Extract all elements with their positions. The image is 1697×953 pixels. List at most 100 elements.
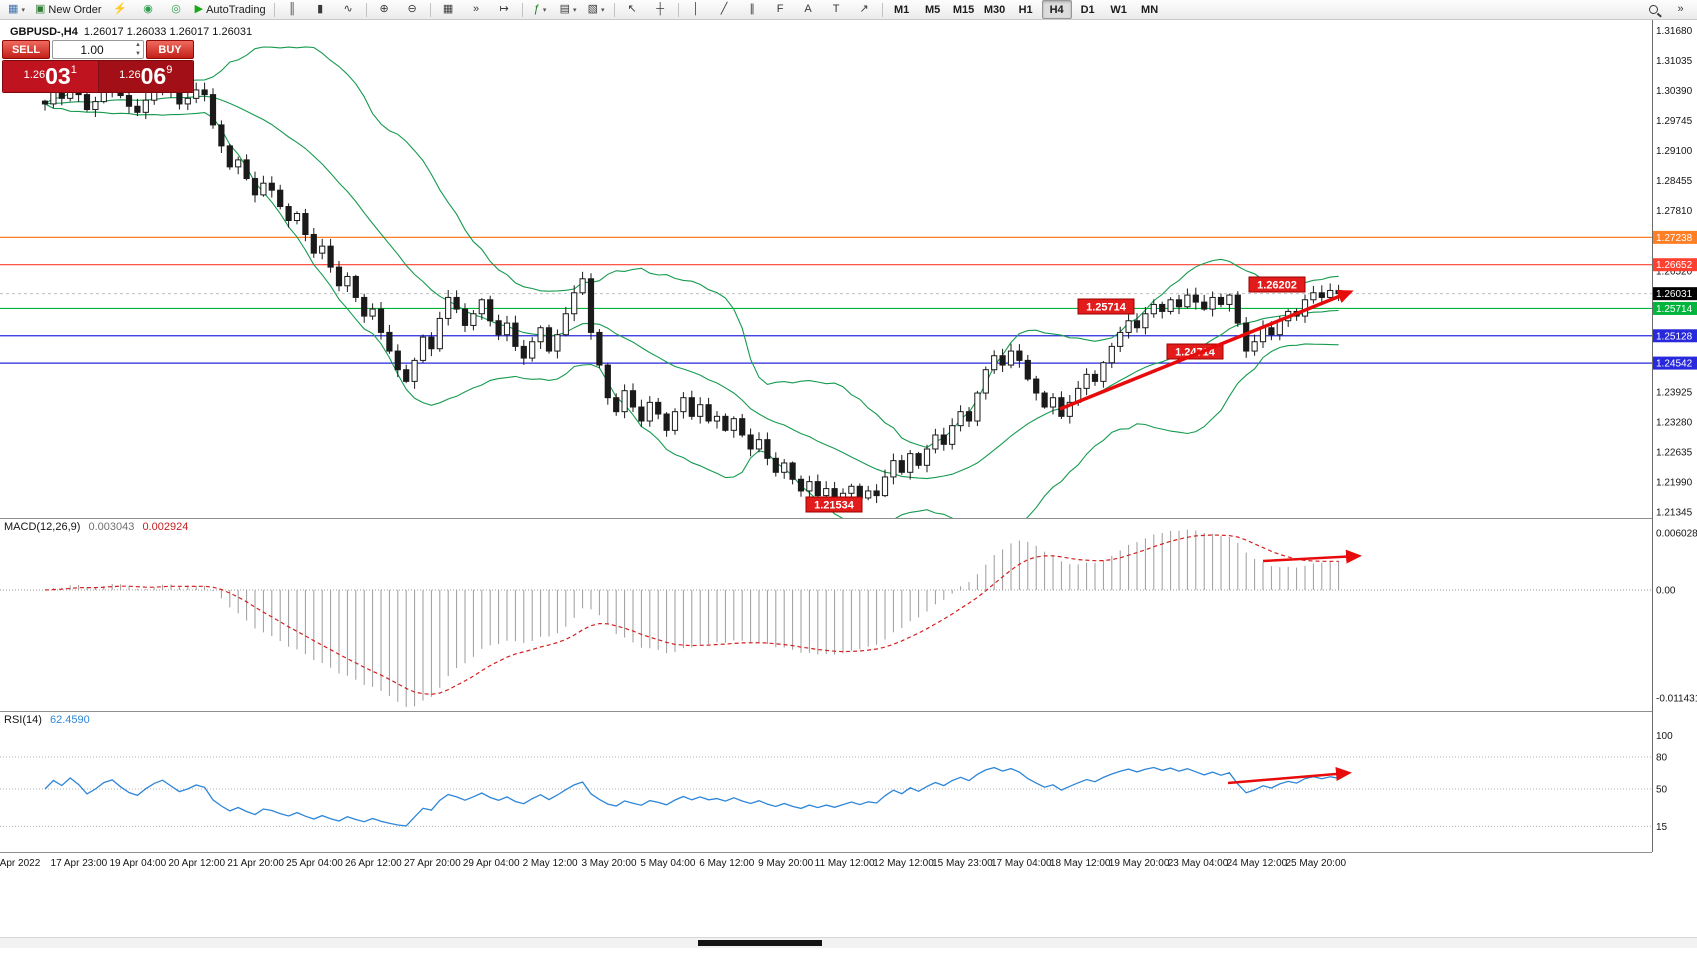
expert-advisors-button[interactable]: ⚡ [107, 0, 134, 19]
zoom-out-icon: ⊖ [407, 3, 417, 15]
equidistant-channel-button[interactable]: ∥ [739, 0, 766, 19]
timeframe-m15-button[interactable]: M15 [949, 0, 979, 19]
toolbar-more-button[interactable]: » [1667, 0, 1694, 19]
text-button[interactable]: A [795, 0, 822, 19]
search-button[interactable] [1640, 0, 1667, 19]
axis-price-tag: 1.27238 [1653, 230, 1697, 244]
navigator-icon: ◎ [171, 3, 181, 15]
axis-price-tag: 1.24542 [1653, 356, 1697, 370]
vertical-line-button[interactable]: │ [683, 0, 710, 19]
rsi-layer [0, 756, 1652, 827]
toolbar-more-icon: » [1677, 3, 1684, 15]
axis-price-tag: 1.26652 [1653, 258, 1697, 272]
svg-text:1.27238: 1.27238 [1656, 233, 1693, 244]
rsi-name: RSI(14) [4, 714, 42, 726]
trendline-button[interactable]: ╱ [711, 0, 738, 19]
auto-scroll-button[interactable]: » [463, 0, 490, 19]
timeframe-m15-label: M15 [952, 3, 975, 16]
templates-button[interactable]: ▧ ▾ [583, 0, 610, 19]
buy-price[interactable]: 1.26 06 9 [98, 61, 193, 92]
indicators-button[interactable]: ƒ ▾ [527, 0, 554, 19]
price-label-annotation[interactable]: 1.25714 [1077, 298, 1135, 315]
svg-text:1.28455: 1.28455 [1656, 176, 1693, 187]
svg-text:1.25714: 1.25714 [1086, 302, 1127, 314]
sell-price[interactable]: 1.26 03 1 [3, 61, 99, 92]
volume-down-icon[interactable]: ▼ [135, 51, 141, 57]
navigator-button[interactable]: ◎ [163, 0, 190, 19]
crosshair-icon: ┼ [656, 3, 664, 15]
macd-value-main: 0.003043 [88, 521, 135, 533]
macd-signal-line [44, 534, 1339, 696]
timeframe-m1-button[interactable]: M1 [887, 0, 917, 19]
zoom-in-button[interactable]: ⊕ [371, 0, 398, 19]
autotrading-icon: ▶ [194, 3, 204, 15]
svg-text:1.26202: 1.26202 [1257, 280, 1297, 292]
chart-hscrollbar-thumb[interactable] [698, 940, 822, 946]
timeframe-mn-button[interactable]: MN [1135, 0, 1165, 19]
market-watch-button[interactable]: ◉ [135, 0, 162, 19]
line-chart-button[interactable]: ∿ [335, 0, 362, 19]
tile-windows-button[interactable]: ▦ [435, 0, 462, 19]
cursor-button[interactable]: ↖ [619, 0, 646, 19]
candlestick-chart-button[interactable]: ▮ [307, 0, 334, 19]
periods-button[interactable]: ▤ ▾ [555, 0, 582, 19]
svg-text:1.26520: 1.26520 [1656, 266, 1693, 277]
chart-hscrollbar[interactable] [0, 937, 1697, 948]
search-icon [1649, 5, 1658, 14]
axis-price-tag: 1.25714 [1653, 301, 1697, 315]
svg-text:15 May 23:00: 15 May 23:00 [932, 858, 993, 869]
buy-price-sup: 9 [166, 64, 173, 76]
timeframe-d1-label: D1 [1080, 3, 1095, 16]
buy-button[interactable]: BUY [146, 40, 194, 59]
svg-text:26 Apr 12:00: 26 Apr 12:00 [345, 858, 402, 869]
svg-text:1.29745: 1.29745 [1656, 116, 1693, 127]
timeframe-d1-button[interactable]: D1 [1073, 0, 1103, 19]
timeframe-h1-button[interactable]: H1 [1011, 0, 1041, 19]
buy-price-big: 06 [140, 63, 167, 89]
rsi-line [44, 766, 1339, 827]
new-order-button[interactable]: ▣ New Order [31, 0, 106, 19]
svg-text:1.31680: 1.31680 [1656, 26, 1693, 37]
zoom-out-button[interactable]: ⊖ [399, 0, 426, 19]
timeframe-h4-button[interactable]: H4 [1041, 0, 1072, 19]
chart-shift-button[interactable]: ↦ [491, 0, 518, 19]
autotrading-label: AutoTrading [206, 3, 266, 16]
trend-arrow[interactable] [1059, 289, 1354, 411]
cursor-icon: ↖ [627, 3, 637, 15]
autotrading-button[interactable]: ▶ AutoTrading [191, 0, 270, 19]
volume-up-icon[interactable]: ▲ [135, 42, 141, 48]
svg-text:1.30390: 1.30390 [1656, 86, 1693, 97]
periods-icon: ▤ [559, 3, 571, 15]
timeframe-m30-label: M30 [983, 3, 1006, 16]
crosshair-button[interactable]: ┼ [647, 0, 674, 19]
svg-text:25 Apr 04:00: 25 Apr 04:00 [286, 858, 343, 869]
toolbar-separator [273, 2, 275, 17]
arrows-tool-button[interactable]: ↗ [851, 0, 878, 19]
toolbar-separator [677, 2, 679, 17]
svg-text:Apr 2022: Apr 2022 [0, 858, 41, 869]
toolbar-separator [881, 2, 883, 17]
timeframe-m5-button[interactable]: M5 [918, 0, 948, 19]
one-click-trading-panel: SELL 1.00 ▲ ▼ BUY 1.26 03 1 1.26 06 9 [2, 40, 194, 93]
price-label-annotation[interactable]: 1.21534 [805, 496, 863, 513]
fibonacci-button[interactable]: F [767, 0, 794, 19]
price-label-annotation[interactable]: 1.26202 [1248, 276, 1306, 293]
chart-selector-button[interactable]: ▦ ▾ [3, 0, 30, 19]
volume-stepper[interactable]: 1.00 ▲ ▼ [52, 40, 144, 59]
svg-text:1.22635: 1.22635 [1656, 448, 1693, 459]
bar-chart-button[interactable]: ║ [279, 0, 306, 19]
timeframe-m30-button[interactable]: M30 [980, 0, 1010, 19]
text-label-icon: T [832, 3, 840, 15]
new-order-icon: ▣ [35, 3, 46, 15]
text-label-button[interactable]: T [823, 0, 850, 19]
svg-text:2 May 12:00: 2 May 12:00 [523, 858, 578, 869]
sell-button[interactable]: SELL [2, 40, 50, 59]
toolbar-separator [613, 2, 615, 17]
svg-text:1.23280: 1.23280 [1656, 417, 1693, 428]
main-chart-layer [0, 46, 1652, 518]
timeframe-w1-button[interactable]: W1 [1104, 0, 1134, 19]
trend-arrow[interactable] [1227, 767, 1352, 785]
trend-arrow[interactable] [1262, 549, 1362, 564]
chart-selector-icon: ▦ [8, 3, 19, 15]
